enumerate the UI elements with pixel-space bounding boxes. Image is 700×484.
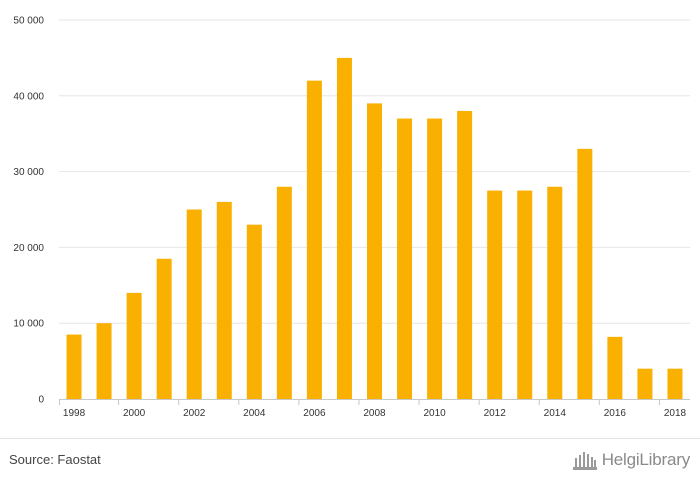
- bar-2002: [186, 209, 202, 399]
- bar-2013: [517, 190, 533, 399]
- bar-2009: [397, 118, 413, 399]
- bar-2005: [276, 186, 292, 399]
- bar-2003: [216, 201, 232, 399]
- x-tick-label: 2006: [303, 408, 326, 419]
- x-axis: 1998 2000 2002 2004 2006 2008 2010 2012 2014 2016…: [59, 399, 690, 419]
- y-tick-label: 40 000: [13, 91, 44, 102]
- x-tick-label: 2002: [183, 408, 206, 419]
- x-tick-label: 2010: [423, 408, 446, 419]
- bar-2008: [367, 103, 382, 399]
- bar-2007: [336, 57, 352, 400]
- bar-2004: [246, 224, 262, 399]
- library-building-icon: [572, 452, 597, 470]
- x-tick-label: 2008: [363, 408, 386, 419]
- bars: [66, 57, 683, 400]
- bar-2014: [547, 186, 563, 399]
- bar-2000: [126, 292, 142, 399]
- source-text: Source: Faostat: [9, 452, 101, 467]
- y-tick-label: 50 000: [13, 16, 44, 27]
- x-tick-label: 2004: [243, 408, 266, 419]
- x-tick-label: 2012: [484, 408, 507, 419]
- bar-2006: [306, 80, 322, 399]
- bar-1999: [96, 323, 112, 399]
- bar-2001: [156, 258, 172, 399]
- bar-2017: [637, 368, 653, 399]
- y-tick-label: 30 000: [13, 167, 44, 178]
- x-tick-label: 1998: [63, 408, 86, 419]
- y-tick-label: 10 000: [13, 319, 44, 330]
- bar-2011: [457, 110, 473, 400]
- helgi-library-logo: HelgiLibrary: [572, 447, 690, 473]
- logo-text: HelgiLibrary: [601, 450, 691, 469]
- y-axis-ticks: 0 10 000 20 000 30 000 40 000 50 000: [13, 16, 44, 406]
- x-tick-label: 2018: [664, 408, 687, 419]
- bar-2012: [487, 190, 503, 399]
- bar-1998: [66, 334, 82, 399]
- bar-chart: 0 10 000 20 000 30 000 40 000 50 000 1998 2000…: [13, 16, 690, 419]
- bar-2018: [667, 368, 683, 399]
- y-tick-label: 0: [38, 395, 44, 406]
- bar-2010: [427, 118, 443, 399]
- x-tick-label: 2014: [544, 408, 567, 419]
- bar-2015: [577, 148, 593, 399]
- footer: Source: Faostat HelgiLibrary: [0, 438, 700, 484]
- y-tick-label: 20 000: [13, 243, 44, 254]
- bar-2016: [607, 336, 623, 399]
- x-tick-label: 2016: [604, 408, 627, 419]
- x-tick-label: 2000: [123, 408, 146, 419]
